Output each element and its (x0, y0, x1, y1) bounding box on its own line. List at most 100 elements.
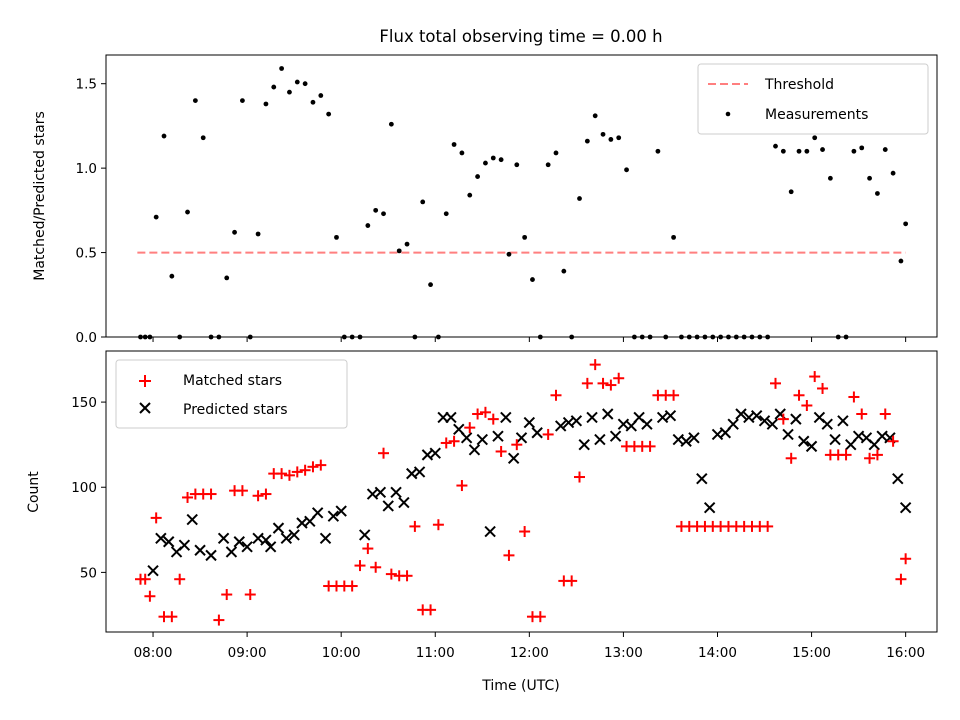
matched-star-point (166, 611, 178, 623)
predicted-star-point (578, 438, 590, 451)
measurement-point (404, 241, 410, 247)
measurement-point (334, 234, 339, 240)
matched-star-point (144, 590, 156, 602)
measurement-point (138, 334, 143, 340)
x-tick-label: 12:00 (510, 645, 549, 661)
measurement-point (600, 131, 606, 137)
measurement-point (506, 251, 512, 257)
top-y-tick-label: 0.0 (76, 330, 97, 346)
bottom-y-tick-label: 100 (71, 480, 97, 496)
matched-star-point (440, 437, 452, 449)
predicted-star-point (398, 496, 410, 509)
predicted-star-point (327, 510, 340, 522)
x-tick-label: 08:00 (134, 645, 173, 661)
legend-matched-label: Matched stars (183, 373, 282, 389)
top-y-axis: 0.0 0.5 1.0 1.5 (76, 77, 106, 346)
bottom-y-axis-label: Count (26, 471, 42, 513)
measurement-point (827, 175, 833, 181)
predicted-star-point (609, 430, 622, 442)
matched-star-point (550, 389, 562, 401)
predicted-star-point (476, 433, 489, 446)
measurement-point (451, 142, 457, 147)
measurement-point (537, 334, 543, 340)
matched-star-point (613, 372, 625, 384)
matched-star-point (425, 604, 437, 616)
matched-star-point (291, 466, 303, 478)
predicted-star-point (319, 532, 332, 545)
measurement-point (804, 148, 810, 154)
matched-star-point (770, 377, 782, 389)
measurement-point (835, 334, 841, 340)
bottom-x-axis: 08:00 09:00 10:00 11:00 12:00 13:00 14:00 15:00… (134, 632, 925, 661)
matched-star-point (503, 549, 515, 561)
measurement-point (287, 89, 292, 95)
predicted-star-point (531, 427, 543, 439)
measurement-point (263, 101, 269, 107)
measurement-point (498, 157, 504, 163)
measurement-point (702, 334, 708, 340)
measurement-point (420, 199, 426, 205)
predicted-star-point (311, 507, 324, 519)
measurement-point (639, 334, 645, 340)
predicted-star-point (837, 415, 849, 427)
predicted-star-point (727, 418, 739, 430)
predicted-star-point (280, 532, 293, 545)
legend-measurements-marker (725, 111, 731, 117)
matched-star-point (456, 480, 468, 492)
measurement-point (882, 147, 888, 152)
matched-star-point (879, 408, 891, 420)
matched-star-point (315, 459, 327, 471)
bottom-y-tick-label: 150 (71, 395, 97, 411)
measurement-point (443, 211, 449, 217)
predicted-star-point (390, 486, 402, 499)
matched-star-point (589, 359, 601, 371)
measurement-point (530, 277, 535, 282)
measurement-point (710, 334, 716, 340)
measurement-point (373, 207, 379, 213)
predicted-star-point (798, 435, 810, 447)
measurement-point (545, 162, 551, 168)
measurement-point (553, 150, 559, 156)
matched-star-point (887, 435, 899, 447)
predicted-star-point (225, 546, 238, 558)
predicted-star-point (515, 432, 528, 444)
matched-star-point (840, 449, 852, 461)
measurement-point (294, 79, 300, 85)
measurement-point (820, 147, 825, 152)
measurement-point (749, 334, 755, 340)
matched-star-point (370, 561, 382, 573)
top-y-axis-label: Matched/Predicted stars (32, 111, 48, 281)
ratio-panel: Flux total observing time = 0.00 h 0.00.… (32, 27, 938, 346)
measurement-point (898, 258, 904, 264)
measurement-point (655, 148, 661, 154)
predicted-star-point (790, 413, 802, 425)
matched-star-point (221, 589, 233, 601)
matched-star-point (432, 519, 444, 531)
predicted-star-point (429, 447, 441, 459)
predicted-star-point (554, 420, 567, 432)
matched-star-point (260, 488, 272, 500)
predicted-star-point (194, 544, 206, 556)
x-tick-label: 13:00 (604, 645, 643, 661)
predicted-star-point (507, 452, 520, 464)
measurement-point (616, 135, 622, 141)
predicted-star-point (821, 418, 833, 430)
measurement-point (569, 334, 575, 340)
measurement-point (647, 334, 653, 340)
matched-star-point (644, 440, 656, 452)
top-x-axis (152, 337, 907, 342)
x-tick-label: 15:00 (792, 645, 831, 661)
predicted-star-point (570, 415, 583, 427)
measurement-point (867, 175, 872, 181)
measurement-point (694, 334, 700, 340)
matched-star-point (252, 490, 264, 502)
matched-star-point (307, 461, 319, 473)
matched-star-point (895, 573, 907, 585)
legend-threshold-label: Threshold (764, 77, 834, 93)
measurement-point (142, 334, 148, 340)
measurement-point (192, 98, 198, 103)
predicted-star-point (241, 541, 253, 553)
top-y-tick-label: 1.0 (76, 161, 97, 177)
legend-measurements-label: Measurements (765, 107, 868, 123)
matched-star-point (605, 379, 617, 391)
